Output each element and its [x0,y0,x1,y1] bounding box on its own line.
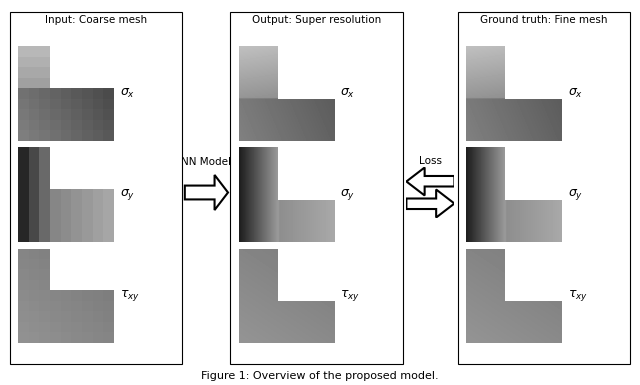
Text: $\sigma_x$: $\sigma_x$ [120,87,135,100]
Text: Output: Super resolution: Output: Super resolution [252,15,381,25]
Text: Loss: Loss [419,156,442,166]
Polygon shape [185,175,228,210]
Text: Input: Coarse mesh: Input: Coarse mesh [45,15,147,25]
Text: $\tau_{xy}$: $\tau_{xy}$ [120,288,140,303]
Polygon shape [406,167,454,196]
Text: $\sigma_x$: $\sigma_x$ [568,87,583,100]
Text: NN Model: NN Model [181,157,232,167]
Text: $\sigma_x$: $\sigma_x$ [340,87,356,100]
Text: $\sigma_y$: $\sigma_y$ [568,187,583,202]
Polygon shape [406,189,454,218]
Text: $\sigma_y$: $\sigma_y$ [340,187,356,202]
Text: $\sigma_y$: $\sigma_y$ [120,187,135,202]
Text: $\tau_{xy}$: $\tau_{xy}$ [568,288,588,303]
Text: $\tau_{xy}$: $\tau_{xy}$ [340,288,360,303]
Text: Ground truth: Fine mesh: Ground truth: Fine mesh [480,15,608,25]
Text: Figure 1: Overview of the proposed model.: Figure 1: Overview of the proposed model… [201,371,439,381]
